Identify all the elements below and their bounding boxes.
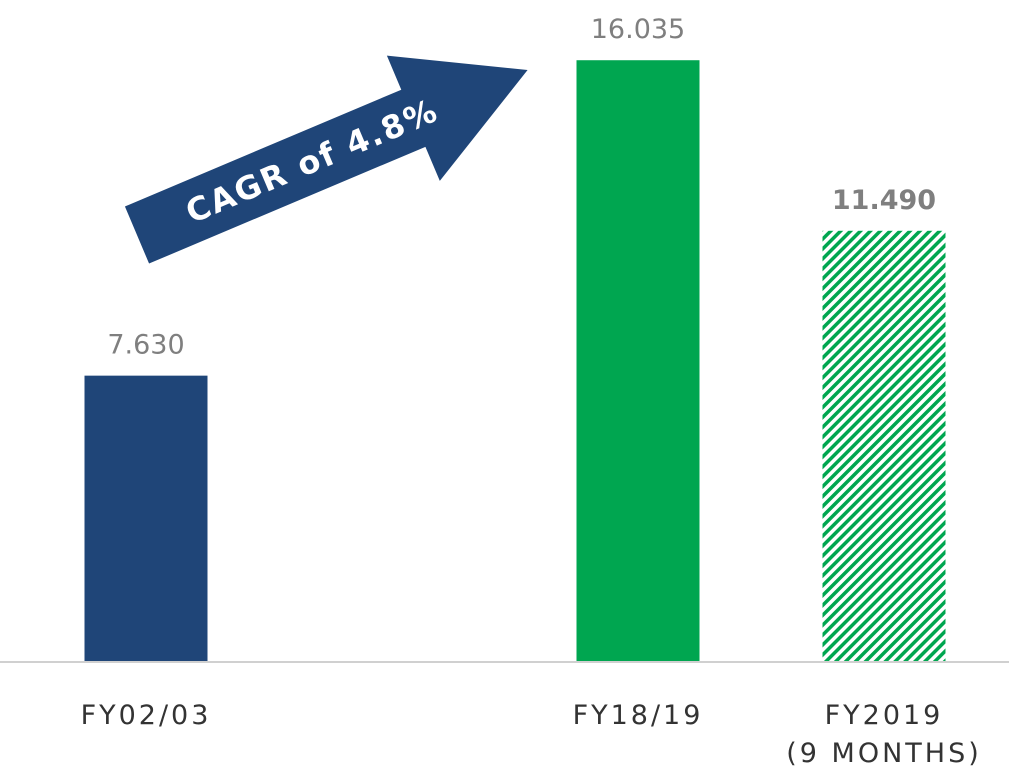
value-label: 7.630: [107, 330, 184, 361]
x-tick-label: FY02/03: [80, 700, 212, 731]
value-label: 11.490: [832, 185, 936, 216]
annotation: CAGR of 4.8%: [180, 91, 444, 231]
value-label: 16.035: [591, 14, 685, 45]
bar: [84, 375, 208, 662]
cagr-arrow: CAGR of 4.8%: [124, 55, 528, 264]
bar: [822, 230, 946, 663]
x-tick-label: FY18/19: [572, 700, 704, 731]
x-tick-label: FY2019 (9 MONTHS): [786, 700, 982, 769]
bar: [576, 60, 700, 662]
